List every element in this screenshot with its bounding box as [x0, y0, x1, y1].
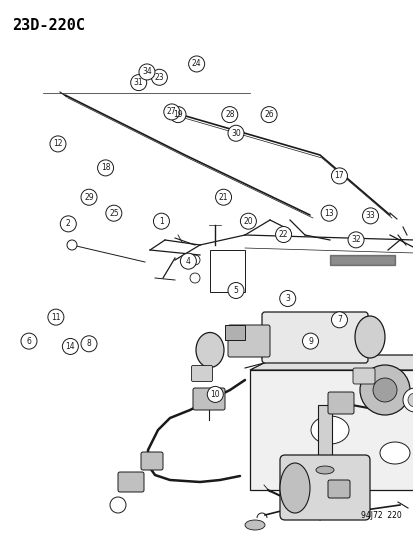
Text: 11: 11 — [51, 313, 60, 321]
Circle shape — [153, 213, 169, 229]
Circle shape — [240, 213, 256, 229]
Ellipse shape — [310, 416, 348, 444]
Text: 30: 30 — [230, 129, 240, 138]
Text: 6: 6 — [26, 337, 31, 345]
Circle shape — [279, 290, 295, 306]
Circle shape — [48, 309, 64, 325]
Ellipse shape — [279, 463, 309, 513]
Circle shape — [60, 216, 76, 232]
Bar — [317, 405, 331, 470]
Circle shape — [407, 393, 413, 407]
Text: 12: 12 — [53, 140, 62, 148]
FancyBboxPatch shape — [279, 455, 369, 520]
Circle shape — [180, 253, 196, 269]
Circle shape — [261, 107, 276, 123]
Text: 94J72  220: 94J72 220 — [361, 511, 401, 520]
Text: 25: 25 — [109, 209, 119, 217]
Circle shape — [151, 69, 167, 85]
Ellipse shape — [244, 520, 264, 530]
Circle shape — [362, 208, 377, 224]
Circle shape — [331, 312, 347, 328]
Text: 33: 33 — [365, 212, 375, 220]
Circle shape — [170, 107, 185, 123]
Circle shape — [106, 205, 121, 221]
Circle shape — [302, 333, 318, 349]
FancyBboxPatch shape — [261, 312, 367, 363]
Circle shape — [164, 104, 179, 120]
Text: 31: 31 — [133, 78, 143, 87]
Circle shape — [320, 205, 336, 221]
Circle shape — [221, 107, 237, 123]
Circle shape — [67, 240, 77, 250]
Circle shape — [62, 338, 78, 354]
Circle shape — [228, 125, 243, 141]
Circle shape — [207, 386, 223, 402]
Polygon shape — [249, 355, 413, 370]
Text: 22: 22 — [278, 230, 287, 239]
Ellipse shape — [379, 442, 409, 464]
Text: 21: 21 — [218, 193, 228, 201]
Bar — [249, 370, 413, 490]
FancyBboxPatch shape — [352, 368, 374, 384]
Text: 18: 18 — [101, 164, 110, 172]
Text: 32: 32 — [350, 236, 360, 244]
Text: 23: 23 — [154, 73, 164, 82]
Text: 27: 27 — [166, 108, 176, 116]
Text: 28: 28 — [225, 110, 234, 119]
Bar — [209, 250, 244, 292]
FancyBboxPatch shape — [118, 472, 144, 492]
Text: 9: 9 — [307, 337, 312, 345]
Text: 8: 8 — [86, 340, 91, 348]
Text: 13: 13 — [323, 209, 333, 217]
Text: 4: 4 — [185, 257, 190, 265]
FancyBboxPatch shape — [191, 366, 212, 382]
Text: 17: 17 — [334, 172, 344, 180]
Text: 26: 26 — [263, 110, 273, 119]
Circle shape — [372, 378, 396, 402]
FancyBboxPatch shape — [327, 392, 353, 414]
Circle shape — [97, 160, 113, 176]
Circle shape — [347, 232, 363, 248]
Circle shape — [359, 365, 409, 415]
Circle shape — [139, 64, 154, 80]
Text: 24: 24 — [191, 60, 201, 68]
FancyBboxPatch shape — [228, 325, 269, 357]
Circle shape — [402, 388, 413, 412]
Text: 10: 10 — [210, 390, 220, 399]
Text: 19: 19 — [173, 110, 183, 119]
Ellipse shape — [195, 333, 223, 367]
Text: 23D-220C: 23D-220C — [12, 18, 85, 33]
Text: 20: 20 — [243, 217, 253, 225]
Text: 2: 2 — [66, 220, 71, 228]
Circle shape — [81, 336, 97, 352]
Text: 1: 1 — [159, 217, 164, 225]
Circle shape — [331, 168, 347, 184]
Circle shape — [188, 56, 204, 72]
Circle shape — [50, 136, 66, 152]
Text: 14: 14 — [65, 342, 75, 351]
Ellipse shape — [315, 466, 333, 474]
Text: 3: 3 — [285, 294, 290, 303]
Ellipse shape — [354, 316, 384, 358]
Circle shape — [275, 227, 291, 243]
Bar — [224, 325, 244, 340]
Circle shape — [131, 75, 146, 91]
Circle shape — [215, 189, 231, 205]
FancyBboxPatch shape — [192, 388, 224, 410]
Text: 29: 29 — [84, 193, 94, 201]
Text: 34: 34 — [142, 68, 152, 76]
FancyBboxPatch shape — [327, 480, 349, 498]
Circle shape — [21, 333, 37, 349]
Circle shape — [228, 282, 243, 298]
Text: 7: 7 — [336, 316, 341, 324]
Text: 5: 5 — [233, 286, 238, 295]
FancyBboxPatch shape — [141, 452, 163, 470]
Circle shape — [81, 189, 97, 205]
